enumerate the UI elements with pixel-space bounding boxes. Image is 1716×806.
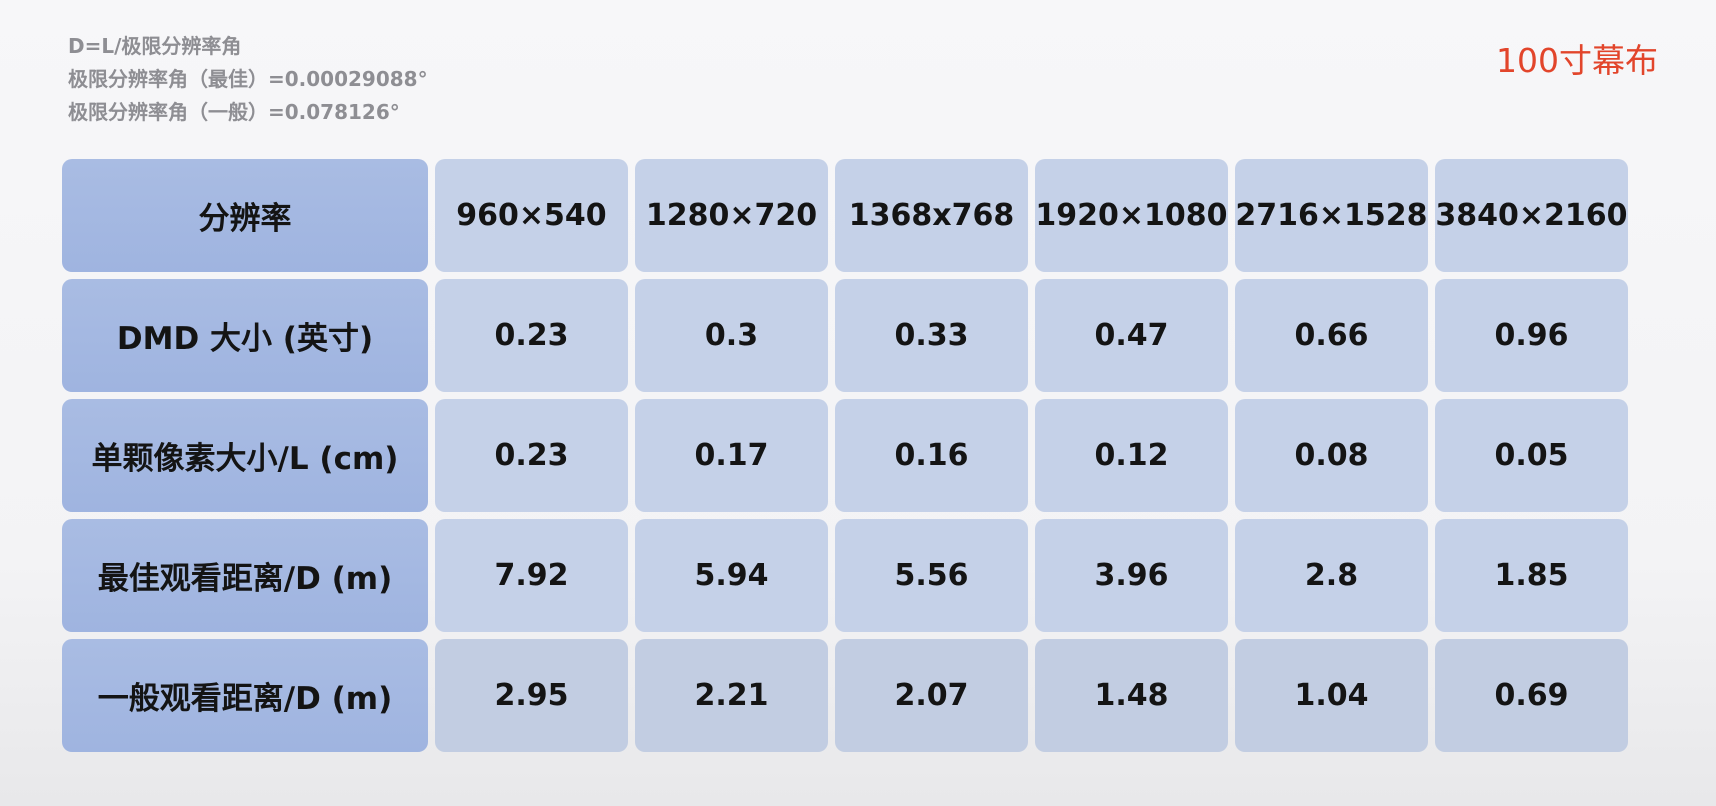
table-cell: 5.56 bbox=[835, 519, 1028, 632]
formula-definition: D=L/极限分辨率角 bbox=[68, 34, 242, 58]
table-cell: 0.47 bbox=[1035, 279, 1228, 392]
table-cell: 1.48 bbox=[1035, 639, 1228, 752]
table-cell: 0.23 bbox=[435, 279, 628, 392]
table-cell: 0.23 bbox=[435, 399, 628, 512]
row-header-general-distance: 一般观看距离/D (m) bbox=[62, 639, 428, 752]
table-cell: 2.07 bbox=[835, 639, 1028, 752]
table-cell: 0.12 bbox=[1035, 399, 1228, 512]
row-header-best-distance: 最佳观看距离/D (m) bbox=[62, 519, 428, 632]
table-cell: 3.96 bbox=[1035, 519, 1228, 632]
table-cell: 0.3 bbox=[635, 279, 828, 392]
table-cell: 7.92 bbox=[435, 519, 628, 632]
table-cell: 1.85 bbox=[1435, 519, 1628, 632]
row-header-resolution: 分辨率 bbox=[62, 159, 428, 272]
table-cell: 5.94 bbox=[635, 519, 828, 632]
table-cell: 0.08 bbox=[1235, 399, 1428, 512]
column-header: 960×540 bbox=[435, 159, 628, 272]
table-cell: 2.95 bbox=[435, 639, 628, 752]
screen-size-label: 100寸幕布 bbox=[1496, 41, 1658, 80]
table-cell: 1.04 bbox=[1235, 639, 1428, 752]
row-header-pixel-size: 单颗像素大小/L (cm) bbox=[62, 399, 428, 512]
column-header: 3840×2160 bbox=[1435, 159, 1628, 272]
column-header: 1280×720 bbox=[635, 159, 828, 272]
table-cell: 0.33 bbox=[835, 279, 1028, 392]
table-cell: 2.8 bbox=[1235, 519, 1428, 632]
table-cell: 0.16 bbox=[835, 399, 1028, 512]
row-header-dmd-size: DMD 大小 (英寸) bbox=[62, 279, 428, 392]
formula-best-angle: 极限分辨率角（最佳）=0.00029088° bbox=[68, 67, 428, 91]
column-header: 2716×1528 bbox=[1235, 159, 1428, 272]
table-cell: 0.96 bbox=[1435, 279, 1628, 392]
table-cell: 0.05 bbox=[1435, 399, 1628, 512]
resolution-table: 分辨率 960×540 1280×720 1368x768 1920×1080 … bbox=[62, 159, 1628, 752]
column-header: 1368x768 bbox=[835, 159, 1028, 272]
table-cell: 0.69 bbox=[1435, 639, 1628, 752]
formula-notes: D=L/极限分辨率角 极限分辨率角（最佳）=0.00029088° 极限分辨率角… bbox=[68, 30, 428, 129]
table-cell: 0.17 bbox=[635, 399, 828, 512]
formula-general-angle: 极限分辨率角（一般）=0.078126° bbox=[68, 100, 400, 124]
column-header: 1920×1080 bbox=[1035, 159, 1228, 272]
table-cell: 0.66 bbox=[1235, 279, 1428, 392]
table-cell: 2.21 bbox=[635, 639, 828, 752]
